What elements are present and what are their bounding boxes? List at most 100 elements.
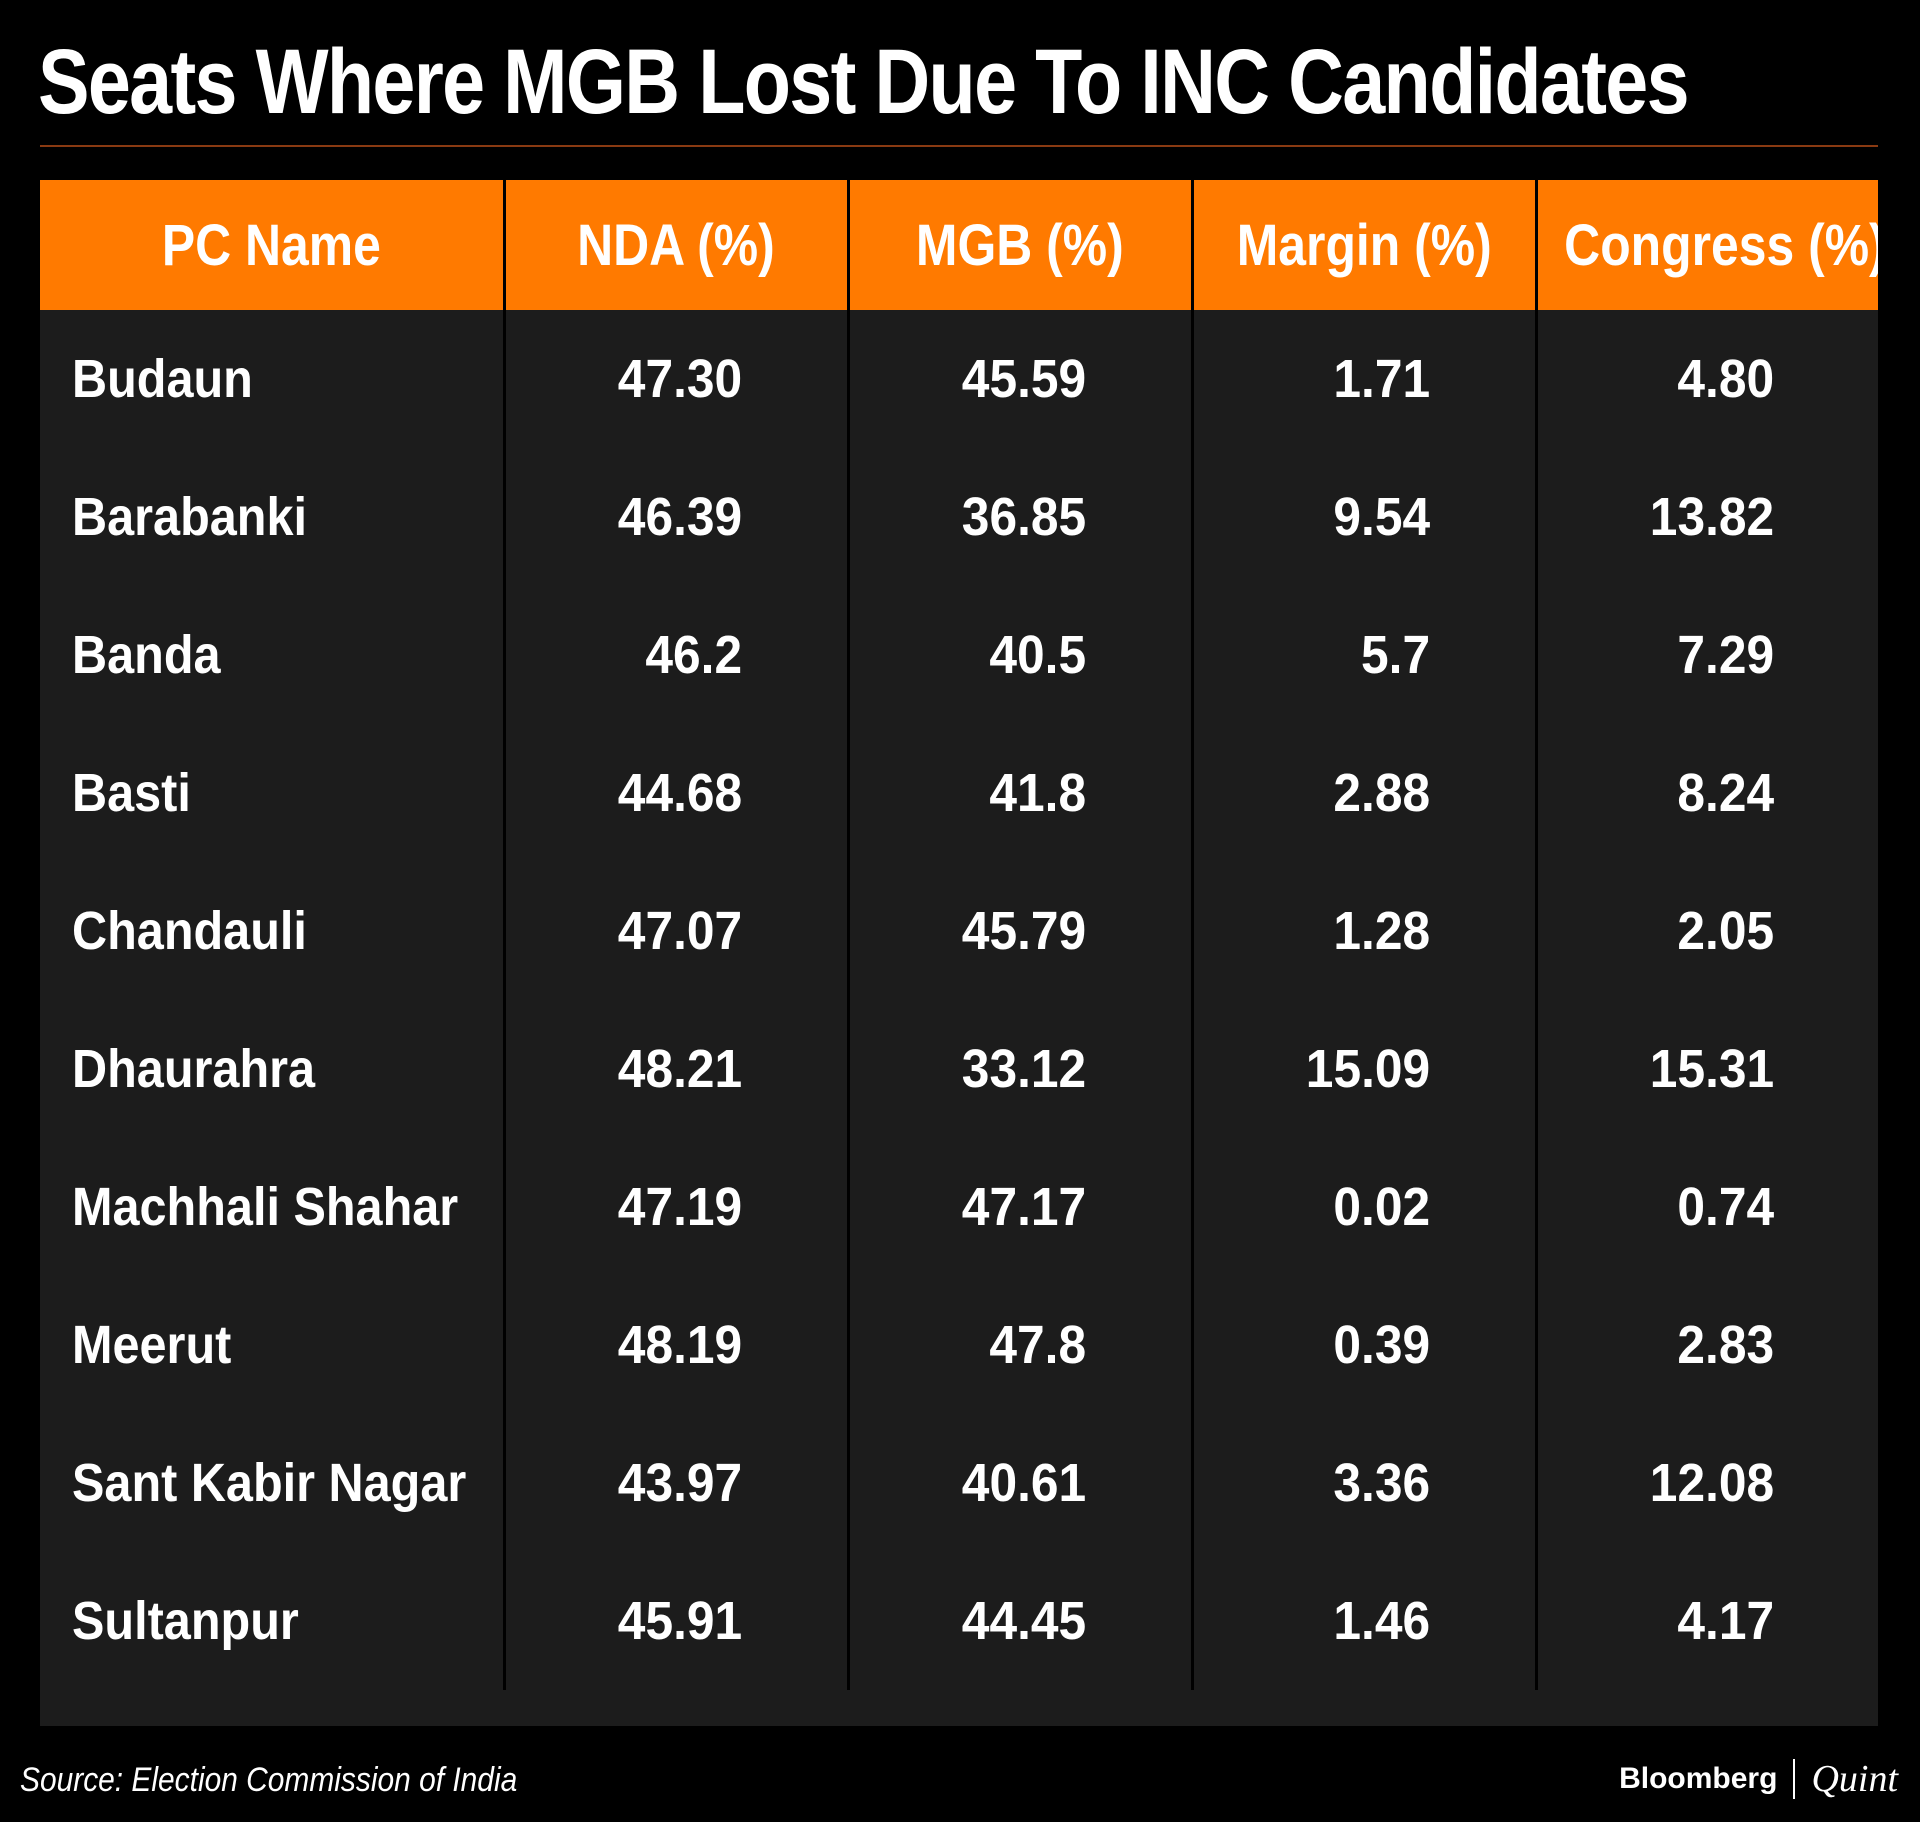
value-text: 8.24: [1677, 763, 1774, 823]
value-text: 46.2: [645, 625, 743, 685]
value-text: 41.8: [989, 763, 1087, 823]
pc-name-cell: Basti: [40, 724, 504, 862]
value-cell: 41.8: [846, 724, 1192, 862]
value-cell: 15.31: [1534, 1000, 1878, 1138]
chart-title: Seats Where MGB Lost Due To INC Candidat…: [38, 31, 1690, 133]
value-cell: 13.82: [1534, 448, 1878, 586]
pc-name-text: Basti: [72, 763, 191, 823]
value-cell: 2.83: [1534, 1276, 1878, 1414]
value-cell: 15.09: [1190, 1000, 1536, 1138]
brand-quint: Quint: [1811, 1758, 1898, 1800]
value-cell: 33.12: [846, 1000, 1192, 1138]
value-cell: 44.68: [502, 724, 848, 862]
value-cell: 45.59: [846, 310, 1192, 448]
table-row: Sant Kabir Nagar 43.97 40.61 3.36 12.08: [40, 1414, 1878, 1552]
value-text: 0.39: [1333, 1315, 1431, 1375]
value-text: 47.07: [618, 901, 743, 961]
value-text: 7.29: [1677, 625, 1774, 685]
value-text: 15.09: [1306, 1039, 1431, 1099]
value-text: 40.5: [989, 625, 1087, 685]
value-text: 45.79: [962, 901, 1087, 961]
data-table: PC Name NDA (%) MGB (%) Margin (%) Congress …: [40, 180, 1878, 1690]
value-cell: 2.05: [1534, 862, 1878, 1000]
pc-name-text: Sultanpur: [72, 1591, 299, 1651]
value-cell: 46.39: [502, 448, 848, 586]
pc-name-cell: Budaun: [40, 310, 504, 448]
value-cell: 45.91: [502, 1552, 848, 1690]
value-cell: 7.29: [1534, 586, 1878, 724]
title-divider: [40, 145, 1878, 147]
value-cell: 47.19: [502, 1138, 848, 1276]
column-header-label: PC Name: [161, 212, 381, 278]
column-header-label: Margin (%): [1236, 212, 1492, 278]
column-header: Congress (%): [1534, 180, 1878, 310]
pc-name-text: Meerut: [72, 1315, 232, 1375]
table-row: Basti 44.68 41.8 2.88 8.24: [40, 724, 1878, 862]
table-header-row: PC Name NDA (%) MGB (%) Margin (%) Congress …: [40, 180, 1878, 310]
table-body: Budaun 47.30 45.59 1.71 4.80 Barabanki 46.39 36…: [40, 310, 1878, 1690]
value-cell: 5.7: [1190, 586, 1536, 724]
pc-name-cell: Dhaurahra: [40, 1000, 504, 1138]
value-cell: 8.24: [1534, 724, 1878, 862]
pc-name-cell: Sultanpur: [40, 1552, 504, 1690]
pc-name-cell: Machhali Shahar: [40, 1138, 504, 1276]
value-text: 4.80: [1677, 349, 1774, 409]
value-text: 3.36: [1333, 1453, 1431, 1513]
value-cell: 47.17: [846, 1138, 1192, 1276]
value-cell: 12.08: [1534, 1414, 1878, 1552]
pc-name-cell: Barabanki: [40, 448, 504, 586]
value-text: 47.30: [618, 349, 743, 409]
pc-name-text: Chandauli: [72, 901, 307, 961]
value-cell: 36.85: [846, 448, 1192, 586]
value-text: 47.17: [962, 1177, 1087, 1237]
value-text: 15.31: [1649, 1039, 1774, 1099]
value-text: 40.61: [962, 1453, 1087, 1513]
value-cell: 43.97: [502, 1414, 848, 1552]
value-cell: 4.17: [1534, 1552, 1878, 1690]
value-cell: 44.45: [846, 1552, 1192, 1690]
value-text: 47.8: [989, 1315, 1087, 1375]
pc-name-cell: Banda: [40, 586, 504, 724]
value-cell: 1.46: [1190, 1552, 1536, 1690]
value-text: 2.83: [1677, 1315, 1774, 1375]
value-cell: 9.54: [1190, 448, 1536, 586]
value-cell: 47.8: [846, 1276, 1192, 1414]
value-text: 36.85: [962, 487, 1087, 547]
value-cell: 40.5: [846, 586, 1192, 724]
value-text: 47.19: [618, 1177, 743, 1237]
column-header-label: Congress (%): [1563, 212, 1878, 278]
column-header-label: NDA (%): [577, 212, 775, 278]
column-header-label: MGB (%): [916, 212, 1124, 278]
value-cell: 3.36: [1190, 1414, 1536, 1552]
value-text: 0.02: [1333, 1177, 1431, 1237]
value-text: 43.97: [618, 1453, 743, 1513]
column-header: Margin (%): [1190, 180, 1536, 310]
table-row: Barabanki 46.39 36.85 9.54 13.82: [40, 448, 1878, 586]
value-cell: 47.30: [502, 310, 848, 448]
value-text: 48.21: [618, 1039, 743, 1099]
value-text: 13.82: [1649, 487, 1774, 547]
value-cell: 2.88: [1190, 724, 1536, 862]
value-text: 1.46: [1333, 1591, 1431, 1651]
table-row: Machhali Shahar 47.19 47.17 0.02 0.74: [40, 1138, 1878, 1276]
value-text: 2.88: [1333, 763, 1431, 823]
value-cell: 0.02: [1190, 1138, 1536, 1276]
value-cell: 48.21: [502, 1000, 848, 1138]
pc-name-text: Dhaurahra: [72, 1039, 316, 1099]
value-text: 5.7: [1361, 625, 1431, 685]
value-text: 46.39: [618, 487, 743, 547]
table-row: Budaun 47.30 45.59 1.71 4.80: [40, 310, 1878, 448]
value-cell: 1.71: [1190, 310, 1536, 448]
value-text: 45.59: [962, 349, 1087, 409]
value-text: 44.45: [962, 1591, 1087, 1651]
value-text: 1.71: [1333, 349, 1431, 409]
value-cell: 48.19: [502, 1276, 848, 1414]
table-row: Chandauli 47.07 45.79 1.28 2.05: [40, 862, 1878, 1000]
pc-name-text: Barabanki: [72, 487, 308, 547]
pc-name-text: Banda: [72, 625, 221, 685]
value-cell: 1.28: [1190, 862, 1536, 1000]
source-note: Source: Election Commission of India: [20, 1761, 518, 1799]
value-text: 4.17: [1677, 1591, 1774, 1651]
column-header: PC Name: [40, 180, 504, 310]
value-cell: 45.79: [846, 862, 1192, 1000]
